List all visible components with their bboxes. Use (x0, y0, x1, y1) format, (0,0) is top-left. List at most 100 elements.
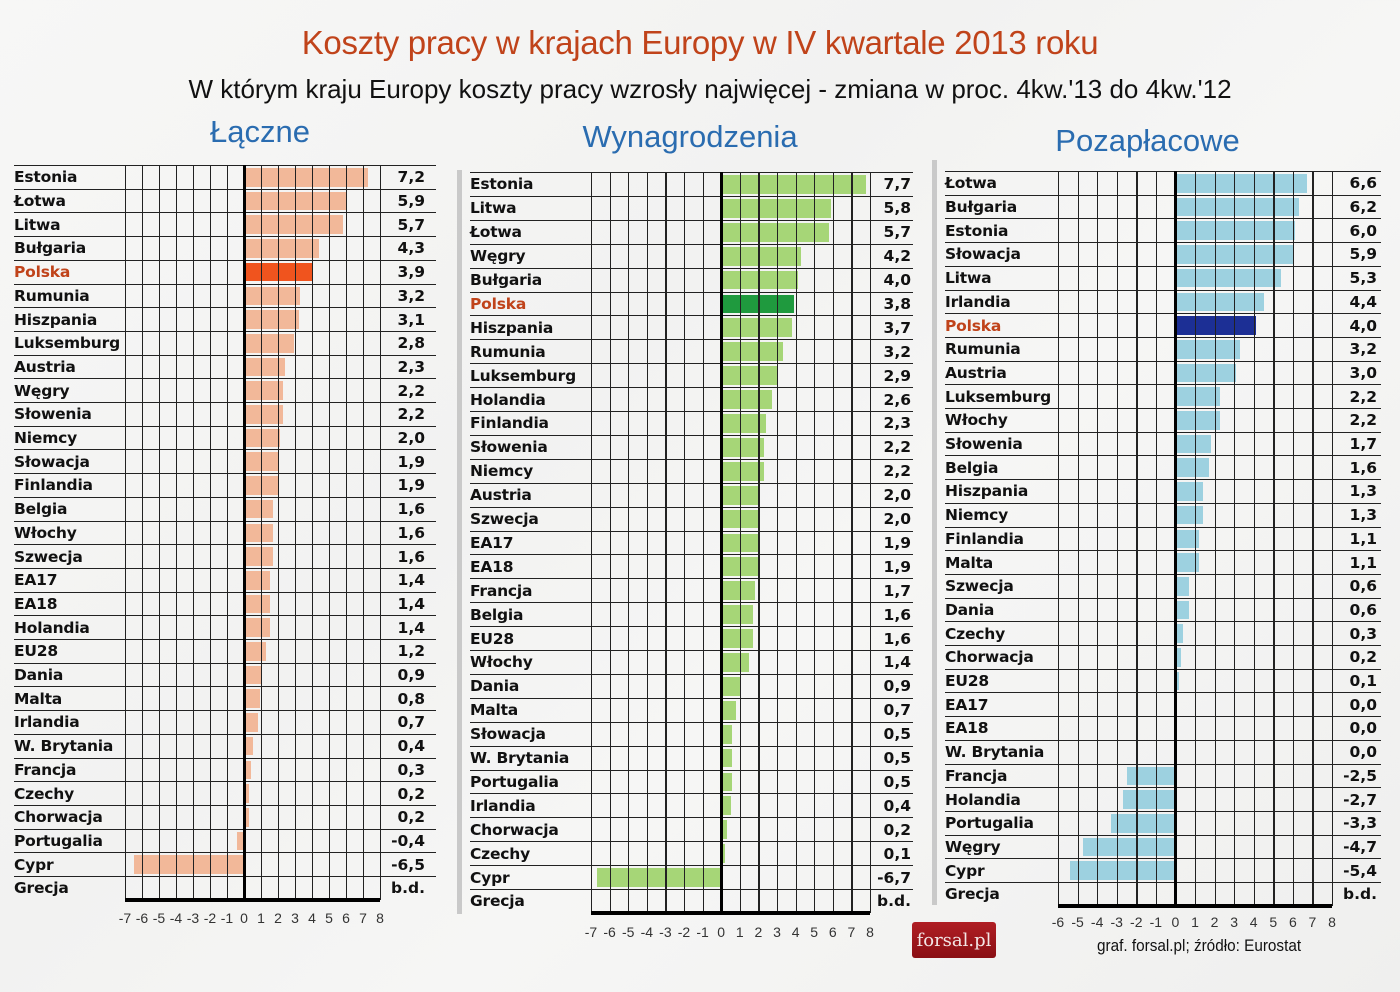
value-label: 3,0 (1349, 363, 1377, 382)
value-label: 4,0 (1349, 316, 1377, 335)
bar (1069, 861, 1176, 880)
country-label: Malta (470, 701, 519, 720)
value-label: 2,2 (397, 381, 425, 400)
value-label: 0,0 (1349, 743, 1377, 762)
table-row: Grecja b.d. (14, 876, 436, 900)
value-label: -5,4 (1343, 861, 1377, 880)
value-label: 4,0 (883, 271, 911, 290)
table-row: Łotwa 5,9 (14, 188, 436, 213)
value-label: 2,0 (883, 510, 911, 529)
table-row: W. Brytania 0,0 (945, 739, 1381, 764)
bar (1177, 292, 1264, 312)
value-label: 6,6 (1349, 174, 1377, 193)
table-row: Czechy 0,1 (470, 841, 913, 865)
value-label: 0,2 (397, 808, 425, 827)
country-label: Chorwacja (945, 648, 1034, 667)
bar (1177, 387, 1221, 406)
country-label: Polska (470, 294, 527, 313)
value-label: 3,2 (397, 286, 425, 305)
panel-separator (932, 160, 937, 905)
bar (246, 381, 284, 400)
x-tick-label: 2 (274, 910, 282, 926)
grid-line (758, 172, 760, 913)
x-tick-label: -7 (118, 910, 132, 926)
bar (1177, 529, 1199, 549)
table-row: Holandia 1,4 (14, 615, 436, 639)
country-label: Łotwa (14, 192, 66, 211)
x-axis-line (591, 910, 870, 915)
country-label: EU28 (470, 629, 514, 648)
country-label: Luksemburg (470, 366, 576, 385)
country-label: EA17 (470, 533, 514, 552)
country-label: Niemcy (14, 429, 78, 448)
grid-line (591, 172, 593, 913)
country-label: Węgry (945, 837, 1001, 856)
country-label: Estonia (14, 168, 78, 187)
country-label: Estonia (470, 175, 534, 194)
country-label: Węgry (14, 381, 70, 400)
table-row: Portugalia -3,3 (945, 810, 1381, 835)
country-label: Grecja (945, 885, 1000, 904)
table-row: EA18 1,4 (14, 591, 436, 616)
grid-line (646, 172, 649, 913)
table-row: Belgia 1,6 (14, 496, 436, 521)
table-row: Belgia 1,6 (470, 602, 913, 626)
value-label: 2,6 (883, 390, 911, 409)
grid-line (665, 172, 667, 913)
x-tick-label: 4 (791, 924, 800, 940)
table-row: Hiszpania 3,7 (470, 315, 913, 339)
table-row: Irlandia 0,7 (14, 710, 436, 734)
bar (1177, 339, 1241, 359)
table-row: Holandia 2,6 (470, 387, 913, 411)
country-label: Czechy (470, 844, 531, 863)
bar (246, 760, 252, 780)
bar (246, 523, 274, 543)
bar (1177, 174, 1307, 193)
value-label: 2,3 (397, 357, 425, 376)
value-label: 1,4 (883, 653, 911, 672)
table-row: Szwecja 2,0 (470, 506, 913, 531)
panel-separator (457, 170, 462, 914)
grid-line (142, 165, 144, 900)
country-label: Chorwacja (470, 820, 559, 839)
country-label: Włochy (470, 653, 533, 672)
country-label: Słowacja (14, 452, 90, 471)
country-label: Chorwacja (14, 808, 103, 827)
bar (246, 547, 274, 566)
table-row: Chorwacja 0,2 (14, 804, 436, 829)
table-row: EA18 0,0 (945, 716, 1381, 740)
value-label: b.d. (877, 892, 911, 911)
x-tick-label: -5 (1071, 914, 1084, 930)
table-row: Irlandia 0,4 (470, 793, 913, 817)
country-label: W. Brytania (470, 749, 570, 768)
table-row: Litwa 5,7 (14, 212, 436, 236)
country-label: Portugalia (945, 814, 1034, 833)
bar (723, 246, 802, 266)
table-row: Węgry -4,7 (945, 834, 1381, 859)
country-label: EA18 (14, 594, 58, 613)
table-row: Austria 2,3 (14, 354, 436, 379)
table-row: Malta 0,8 (14, 686, 436, 710)
country-label: Słowenia (470, 438, 548, 457)
value-label: 2,9 (883, 366, 911, 385)
bar (723, 485, 761, 505)
bar (246, 357, 286, 377)
value-label: -2,7 (1343, 790, 1377, 809)
table-row: Niemcy 2,2 (470, 458, 913, 483)
bar (246, 239, 320, 258)
table-row: W. Brytania 0,4 (14, 733, 436, 758)
country-label: Malta (945, 553, 994, 572)
bar (1177, 197, 1299, 217)
table-row: Luksemburg 2,8 (14, 330, 436, 355)
x-tick-label: 4 (1249, 914, 1258, 930)
forsal-logo[interactable]: forsal.pl (912, 922, 996, 958)
table-row: Chorwacja 0,2 (470, 817, 913, 841)
bar (723, 437, 765, 457)
bar (246, 594, 270, 614)
bar (237, 831, 244, 851)
table-row: Francja -2,5 (945, 763, 1381, 788)
grid-line (227, 165, 229, 900)
table-row: Czechy 0,2 (14, 781, 436, 805)
value-label: 2,0 (883, 486, 911, 505)
table-row: Słowenia 2,2 (470, 434, 913, 459)
